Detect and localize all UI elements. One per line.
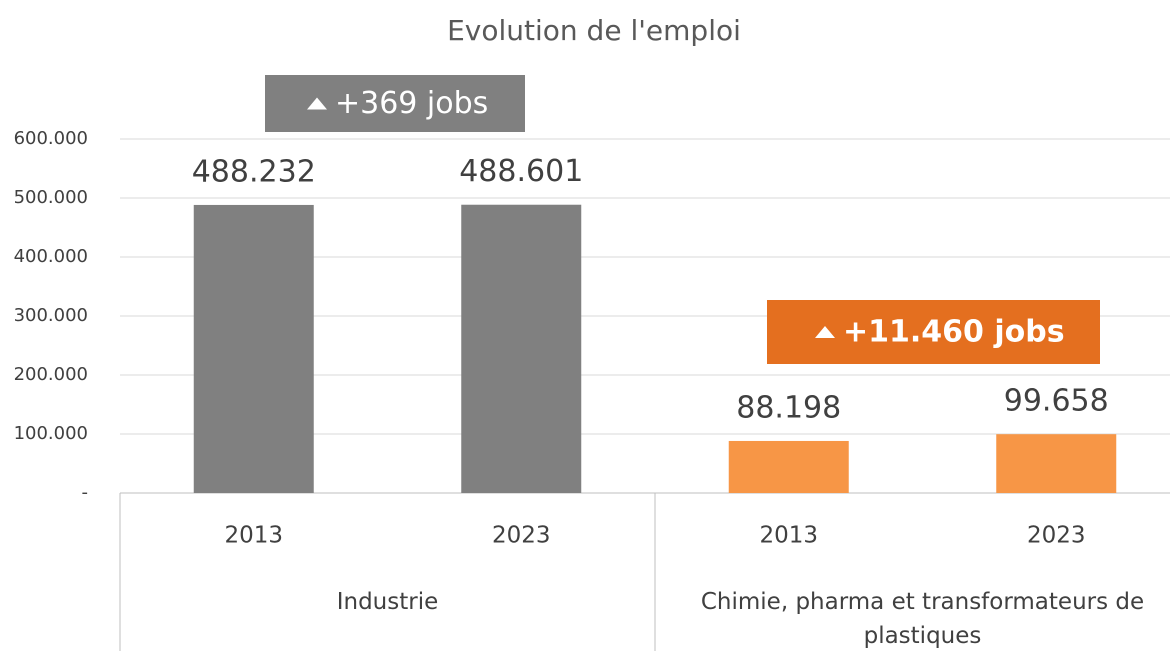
- x-tick-label: 2023: [492, 523, 551, 549]
- bar: [996, 434, 1117, 493]
- x-tick-label: 2023: [1027, 523, 1086, 549]
- value-label: 488.601: [459, 154, 583, 189]
- up-triangle-icon: [815, 326, 835, 338]
- chart-title: Evolution de l'emploi: [447, 14, 741, 47]
- bar: [193, 204, 314, 493]
- annotation-text: +369 jobs: [335, 86, 488, 121]
- x-tick-label: 2013: [224, 523, 283, 549]
- y-tick-label: -: [82, 482, 89, 503]
- bar: [728, 440, 849, 493]
- x-tick-label: 2013: [759, 523, 818, 549]
- y-tick-label: 400.000: [14, 246, 88, 267]
- value-label: 99.658: [1004, 384, 1109, 419]
- annotation-box: [265, 75, 525, 132]
- y-tick-label: 500.000: [14, 187, 88, 208]
- annotation-text: +11.460 jobs: [843, 315, 1065, 350]
- y-tick-label: 200.000: [14, 364, 88, 385]
- value-label: 88.198: [736, 390, 841, 425]
- group-label: Chimie, pharma et transformateurs de pla…: [700, 589, 1145, 649]
- group-label: Industrie: [336, 589, 439, 615]
- up-triangle-icon: [307, 97, 327, 110]
- value-label: 488.232: [192, 154, 316, 189]
- y-tick-label: 100.000: [14, 423, 88, 444]
- y-tick-label: 300.000: [14, 305, 88, 326]
- bar: [461, 204, 582, 493]
- y-tick-label: 600.000: [14, 128, 88, 149]
